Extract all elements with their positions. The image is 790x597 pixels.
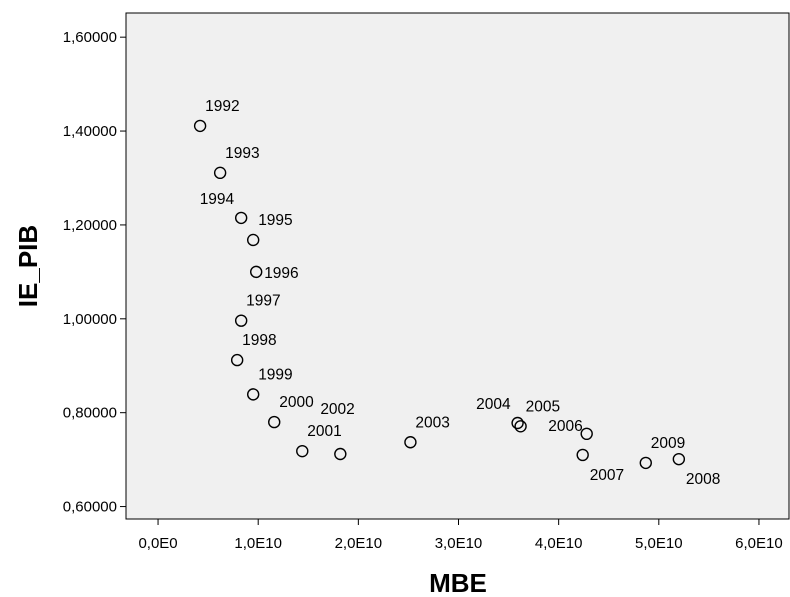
data-points: 1992 1993 1994 1995 1996 1997 1998 1999 2000 2001… (193, 98, 720, 488)
data-point-marker (580, 427, 593, 441)
data-point-label: 2007 (590, 467, 624, 484)
y-axis-title: IE_PIB (13, 225, 43, 307)
x-axis: 0,0E0 1,0E10 2,0E10 3,0E10 4,0E10 5,0E10 6,0E1… (138, 519, 783, 552)
data-point-marker (404, 436, 417, 449)
data-point-label: 1992 (205, 98, 239, 115)
y-tick-label: 1,00000 (63, 311, 117, 328)
data-point-marker (213, 166, 227, 180)
x-tick-label: 5,0E10 (635, 535, 683, 552)
y-tick-label: 1,40000 (63, 123, 117, 140)
data-point-marker (249, 265, 263, 279)
data-point-marker (511, 416, 524, 430)
data-point-marker (230, 353, 244, 367)
data-point-marker (296, 444, 309, 458)
data-point-marker (246, 233, 260, 247)
data-point-label: 1993 (225, 145, 259, 162)
data-point-marker (639, 456, 652, 470)
data-point-marker (246, 388, 260, 401)
x-tick-label: 1,0E10 (234, 535, 282, 552)
y-tick-label: 0,60000 (63, 499, 117, 516)
data-point-label: 2005 (526, 398, 560, 415)
data-point-label: 1999 (258, 366, 292, 383)
data-point-marker (334, 447, 347, 461)
data-point-label: 2004 (476, 396, 511, 413)
data-point-label: 2009 (651, 435, 685, 452)
data-point-label: 1996 (264, 265, 298, 282)
y-tick-label: 1,60000 (63, 29, 117, 46)
x-tick-label: 3,0E10 (435, 535, 483, 552)
data-point-marker (514, 420, 527, 433)
data-point-marker (234, 211, 248, 225)
data-point-marker (234, 314, 248, 327)
x-tick-label: 0,0E0 (138, 535, 177, 552)
data-point-label: 2006 (548, 418, 582, 435)
y-axis: 0,60000 0,80000 1,00000 1,20000 1,40000 1,600… (63, 29, 126, 516)
data-point-label: 1998 (242, 332, 276, 349)
data-point-label: 2003 (415, 414, 449, 431)
data-point-label: 2008 (686, 471, 720, 488)
data-point-label: 2002 (320, 401, 354, 418)
data-point-marker (672, 452, 686, 466)
data-point-label: 1995 (258, 212, 292, 229)
x-tick-label: 4,0E10 (535, 535, 583, 552)
x-tick-label: 2,0E10 (335, 535, 383, 552)
x-axis-title: MBE (429, 568, 487, 597)
data-point-label: 1994 (200, 191, 235, 208)
x-tick-label: 6,0E10 (735, 535, 783, 552)
data-point-marker (268, 415, 281, 429)
plot-area (125, 12, 790, 520)
data-point-marker (193, 119, 207, 133)
y-tick-label: 0,80000 (63, 405, 117, 422)
y-tick-label: 1,20000 (63, 217, 117, 234)
data-point-marker (576, 448, 589, 462)
data-point-label: 2000 (279, 394, 314, 411)
data-point-label: 1997 (246, 293, 280, 310)
data-point-label: 2001 (307, 423, 341, 440)
